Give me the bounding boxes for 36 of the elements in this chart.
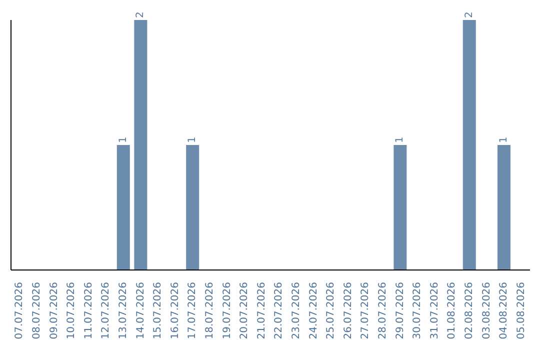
x-tick-label: 11.07.2026	[83, 282, 94, 340]
data-label: 1	[498, 136, 510, 143]
data-label: 2	[464, 12, 475, 18]
x-tick-label: 18.07.2026	[204, 282, 216, 340]
x-tick-label: 25.07.2026	[326, 282, 337, 340]
x-tick-label: 05.08.2026	[516, 282, 527, 340]
x-tick-label: 02.08.2026	[464, 282, 475, 340]
x-tick-label: 27.07.2026	[360, 282, 372, 340]
data-label: 2	[135, 12, 146, 18]
x-tick-label: 09.07.2026	[48, 282, 60, 340]
data-label: 1	[187, 136, 198, 143]
data-label: 1	[118, 136, 129, 143]
x-tick-label: 26.07.2026	[342, 282, 354, 340]
x-tick-label: 14.07.2026	[135, 282, 146, 340]
x-tick-label: 04.08.2026	[498, 282, 510, 340]
x-tick-label: 01.08.2026	[446, 282, 458, 340]
x-tick-label: 30.07.2026	[412, 282, 424, 340]
x-tick-label: 15.07.2026	[152, 282, 164, 340]
x-tick-label: 13.07.2026	[118, 282, 129, 340]
x-tick-label: 08.07.2026	[31, 282, 42, 340]
x-tick-label: 12.07.2026	[100, 282, 112, 340]
x-tick-label: 24.07.2026	[308, 282, 320, 340]
x-tick-label: 29.07.2026	[394, 282, 406, 340]
x-tick-label: 21.07.2026	[256, 282, 268, 340]
x-tick-label: 20.07.2026	[239, 282, 250, 340]
x-tick-label: 17.07.2026	[187, 282, 198, 340]
x-tick-label: 10.07.2026	[66, 282, 78, 340]
x-tick-label: 07.07.2026	[14, 282, 26, 340]
x-tick-label: 31.07.2026	[429, 282, 440, 340]
x-tick-label: 22.07.2026	[274, 282, 285, 340]
x-tick-label: 28.07.2026	[377, 282, 388, 340]
x-tick-label: 23.07.2026	[290, 282, 302, 340]
x-tick-label: 16.07.2026	[170, 282, 181, 340]
x-tick-label: 03.08.2026	[481, 282, 492, 340]
x-tick-label: 19.07.2026	[222, 282, 233, 340]
data-label: 1	[394, 136, 406, 143]
